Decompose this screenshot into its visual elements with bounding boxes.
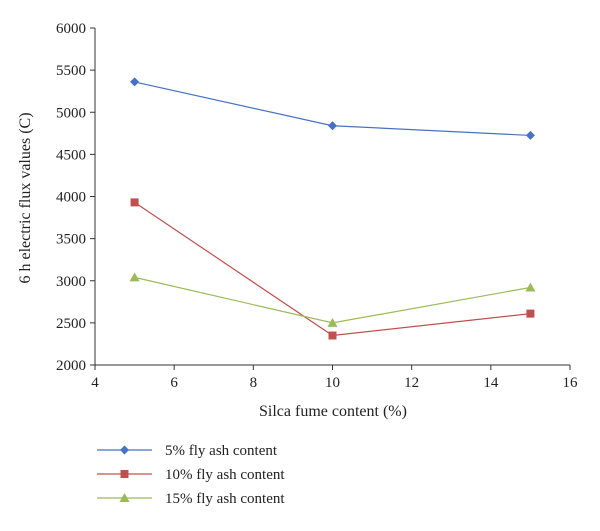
data-point [129,272,140,282]
y-tick-label: 3000 [56,274,86,290]
y-tick-label: 3500 [56,232,86,248]
legend-label: 15% fly ash content [165,491,285,507]
data-point [328,121,337,131]
series-1 [130,77,535,140]
y-axis-title: 6 h electric flux values (C) [17,112,34,283]
x-tick-label: 12 [404,375,419,391]
y-tick-label: 5500 [56,63,86,79]
series-3 [129,272,536,327]
series-2 [130,198,535,340]
x-tick-label: 16 [563,375,579,391]
y-tick-label: 4500 [56,147,86,163]
legend-marker [120,445,129,455]
y-tick-label: 6000 [56,21,86,37]
x-tick-label: 4 [91,375,99,391]
legend-item: 10% fly ash content [97,467,285,483]
y-tick-label: 2500 [56,316,86,332]
x-axis-title: Silca fume content (%) [259,403,407,420]
x-axis: 4 6 8 10 12 14 16 [91,365,578,391]
legend-label: 10% fly ash content [165,467,285,483]
y-tick-label: 2000 [56,358,86,374]
data-point [525,282,536,292]
data-point [327,317,338,327]
series-line [134,276,531,324]
y-axis: 2000 2500 3000 3500 4000 4500 5000 5500 6000 [56,21,95,374]
data-point [328,331,337,340]
data-point [130,198,139,207]
plot-area [94,28,570,366]
series-line [134,201,531,337]
data-point [130,77,140,87]
x-tick-label: 8 [250,375,258,391]
data-point [525,130,535,140]
legend-marker [119,493,130,502]
legend-item: 5% fly ash content [97,443,278,459]
legend-label: 5% fly ash content [165,443,278,459]
legend: 5% fly ash content 10% fly ash content 15%… [97,443,285,507]
legend-item: 15% fly ash content [97,491,285,507]
x-tick-label: 14 [483,375,499,391]
y-tick-label: 5000 [56,105,86,121]
series-layer [129,77,536,340]
x-tick-label: 10 [325,375,340,391]
legend-marker [120,470,129,478]
y-tick-label: 4000 [56,190,86,206]
data-point [526,309,535,318]
x-tick-label: 6 [170,375,178,391]
